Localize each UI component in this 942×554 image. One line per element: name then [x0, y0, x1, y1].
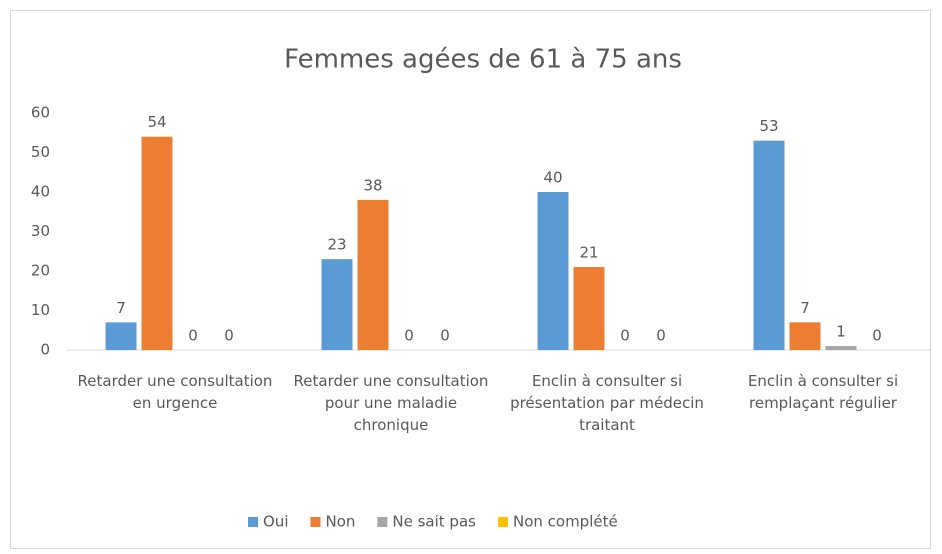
- bar: [753, 140, 785, 350]
- chart-title: Femmes agées de 61 à 75 ans: [284, 45, 682, 75]
- legend-swatch: [497, 517, 508, 527]
- bar: [789, 322, 821, 350]
- bar: [573, 267, 605, 350]
- data-label: 0: [620, 327, 630, 345]
- data-label: 0: [404, 327, 414, 345]
- bar: [825, 346, 857, 350]
- bar: [105, 322, 137, 350]
- x-tick-label-box: Enclin à consulter si présentation par m…: [510, 372, 704, 434]
- data-label: 23: [327, 236, 346, 254]
- legend-label: Non complété: [513, 513, 618, 531]
- bar: [537, 192, 569, 350]
- data-label: 0: [440, 327, 450, 345]
- data-label: 38: [363, 176, 382, 194]
- data-label: 0: [656, 327, 666, 345]
- bar: [357, 199, 389, 350]
- data-label: 54: [147, 113, 166, 131]
- data-label: 1: [836, 323, 846, 341]
- data-label: 0: [188, 327, 198, 345]
- data-label: 53: [759, 117, 778, 135]
- data-label: 40: [543, 169, 562, 187]
- x-tick-label-box: Enclin à consulter si remplaçant régulie…: [747, 372, 899, 412]
- y-tick-label: 50: [31, 143, 50, 161]
- data-label: 7: [800, 299, 810, 317]
- y-tick-label: 10: [31, 301, 50, 319]
- y-tick-label: 20: [31, 262, 50, 280]
- data-label: 0: [872, 327, 882, 345]
- legend-label: Ne sait pas: [392, 513, 476, 531]
- legend-swatch: [248, 517, 258, 527]
- y-tick-label: 30: [31, 222, 50, 240]
- x-tick-label: Enclin à consulter si présentation par m…: [510, 372, 704, 434]
- x-tick-label: Retarder une consultation pour une malad…: [293, 372, 489, 434]
- legend-label: Oui: [263, 513, 288, 531]
- legend-swatch: [377, 517, 388, 527]
- legend-swatch: [310, 517, 321, 527]
- x-tick-label-box: Retarder une consultation pour une malad…: [293, 372, 489, 434]
- bar: [321, 259, 353, 350]
- y-tick-label: 60: [31, 104, 50, 122]
- bar: [141, 136, 173, 350]
- legend-label: Non: [325, 513, 355, 531]
- data-label: 7: [116, 299, 126, 317]
- y-tick-label: 0: [40, 341, 50, 359]
- y-tick-label: 40: [31, 183, 50, 201]
- data-label: 0: [224, 327, 234, 345]
- data-label: 21: [579, 244, 598, 262]
- x-tick-label: Enclin à consulter si remplaçant régulie…: [747, 372, 899, 412]
- x-tick-label: Retarder une consultation en urgence: [77, 372, 273, 412]
- x-tick-label-box: Retarder une consultation en urgence: [77, 372, 273, 412]
